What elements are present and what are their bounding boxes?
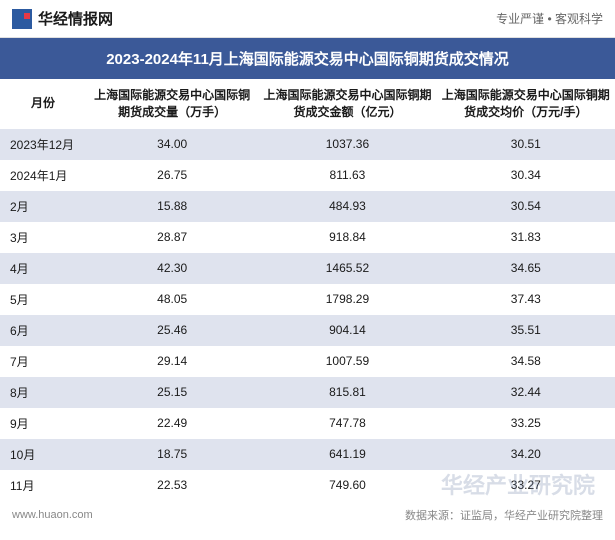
table-row: 2023年12月34.001037.3630.51 [0, 129, 615, 160]
table-cell: 8月 [0, 377, 86, 408]
table-cell: 37.43 [437, 284, 615, 315]
table-cell: 1465.52 [258, 253, 436, 284]
table-row: 6月25.46904.1435.51 [0, 315, 615, 346]
table-cell: 1007.59 [258, 346, 436, 377]
table-cell: 29.14 [86, 346, 258, 377]
table-cell: 30.54 [437, 191, 615, 222]
footer-website: www.huaon.com [12, 509, 93, 521]
table-row: 5月48.051798.2937.43 [0, 284, 615, 315]
table-cell: 1798.29 [258, 284, 436, 315]
table-row: 8月25.15815.8132.44 [0, 377, 615, 408]
logo-icon [12, 9, 32, 29]
table-cell: 904.14 [258, 315, 436, 346]
table-cell: 4月 [0, 253, 86, 284]
title-bar: 2023-2024年11月上海国际能源交易中心国际铜期货成交情况 [0, 38, 615, 79]
table-row: 9月22.49747.7833.25 [0, 408, 615, 439]
table-cell: 11月 [0, 470, 86, 501]
table-cell: 811.63 [258, 160, 436, 191]
table-cell: 2023年12月 [0, 129, 86, 160]
table-cell: 9月 [0, 408, 86, 439]
table-row: 4月42.301465.5234.65 [0, 253, 615, 284]
table-cell: 26.75 [86, 160, 258, 191]
table-cell: 32.44 [437, 377, 615, 408]
table-row: 7月29.141007.5934.58 [0, 346, 615, 377]
table-cell: 33.25 [437, 408, 615, 439]
table-cell: 34.20 [437, 439, 615, 470]
table-cell: 28.87 [86, 222, 258, 253]
table-cell: 1037.36 [258, 129, 436, 160]
table-cell: 747.78 [258, 408, 436, 439]
col-header-volume: 上海国际能源交易中心国际铜期货成交量（万手） [86, 79, 258, 129]
header-tagline: 专业严谨 • 客观科学 [496, 10, 603, 27]
table-cell: 34.58 [437, 346, 615, 377]
table-row: 2024年1月26.75811.6330.34 [0, 160, 615, 191]
table-cell: 15.88 [86, 191, 258, 222]
data-table-container: 月份 上海国际能源交易中心国际铜期货成交量（万手） 上海国际能源交易中心国际铜期… [0, 79, 615, 501]
table-body: 2023年12月34.001037.3630.512024年1月26.75811… [0, 129, 615, 501]
table-cell: 7月 [0, 346, 86, 377]
table-cell: 6月 [0, 315, 86, 346]
table-row: 10月18.75641.1934.20 [0, 439, 615, 470]
table-cell: 48.05 [86, 284, 258, 315]
table-cell: 484.93 [258, 191, 436, 222]
table-cell: 25.15 [86, 377, 258, 408]
col-header-avgprice: 上海国际能源交易中心国际铜期货成交均价（万元/手） [437, 79, 615, 129]
table-row: 11月22.53749.6033.27 [0, 470, 615, 501]
table-cell: 33.27 [437, 470, 615, 501]
table-cell: 22.53 [86, 470, 258, 501]
table-cell: 25.46 [86, 315, 258, 346]
table-cell: 2024年1月 [0, 160, 86, 191]
table-cell: 3月 [0, 222, 86, 253]
data-table: 月份 上海国际能源交易中心国际铜期货成交量（万手） 上海国际能源交易中心国际铜期… [0, 79, 615, 501]
logo-text: 华经情报网 [38, 8, 113, 29]
table-cell: 35.51 [437, 315, 615, 346]
table-cell: 641.19 [258, 439, 436, 470]
table-header: 月份 上海国际能源交易中心国际铜期货成交量（万手） 上海国际能源交易中心国际铜期… [0, 79, 615, 129]
footer-source: 数据来源：证监局，华经产业研究院整理 [405, 507, 603, 523]
table-cell: 2月 [0, 191, 86, 222]
table-cell: 749.60 [258, 470, 436, 501]
table-cell: 42.30 [86, 253, 258, 284]
table-cell: 31.83 [437, 222, 615, 253]
page-footer: www.huaon.com 数据来源：证监局，华经产业研究院整理 [0, 501, 615, 529]
col-header-month: 月份 [0, 79, 86, 129]
table-cell: 18.75 [86, 439, 258, 470]
table-row: 2月15.88484.9330.54 [0, 191, 615, 222]
table-cell: 5月 [0, 284, 86, 315]
logo-area: 华经情报网 [12, 8, 113, 29]
table-cell: 30.34 [437, 160, 615, 191]
table-cell: 30.51 [437, 129, 615, 160]
col-header-amount: 上海国际能源交易中心国际铜期货成交金额（亿元） [258, 79, 436, 129]
table-cell: 22.49 [86, 408, 258, 439]
table-cell: 34.65 [437, 253, 615, 284]
table-cell: 918.84 [258, 222, 436, 253]
table-cell: 10月 [0, 439, 86, 470]
page-header: 华经情报网 专业严谨 • 客观科学 [0, 0, 615, 38]
table-cell: 34.00 [86, 129, 258, 160]
table-row: 3月28.87918.8431.83 [0, 222, 615, 253]
table-cell: 815.81 [258, 377, 436, 408]
